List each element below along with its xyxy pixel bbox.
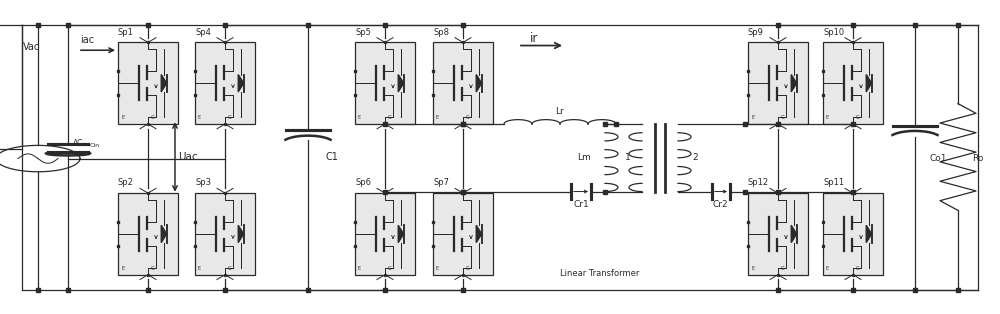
Text: G: G: [856, 115, 860, 120]
Text: E: E: [358, 266, 361, 271]
Bar: [748, 42, 808, 124]
Text: Sp10: Sp10: [823, 28, 844, 37]
Text: Sp6: Sp6: [355, 178, 371, 187]
Bar: [823, 193, 883, 275]
Text: G: G: [856, 266, 860, 271]
Text: C1: C1: [326, 152, 339, 162]
Text: Lr: Lr: [556, 107, 564, 116]
Text: E: E: [826, 115, 829, 120]
Text: Sp1: Sp1: [118, 28, 134, 37]
Text: Co1: Co1: [929, 154, 946, 163]
Text: Sp2: Sp2: [118, 178, 134, 187]
Bar: [748, 193, 808, 275]
Text: Cr2: Cr2: [712, 200, 728, 208]
Text: G: G: [388, 266, 392, 271]
Text: E: E: [358, 115, 361, 120]
Bar: [823, 42, 883, 124]
Text: G: G: [151, 115, 155, 120]
Text: E: E: [198, 115, 201, 120]
Text: G: G: [466, 115, 470, 120]
Text: Cr1: Cr1: [573, 200, 589, 208]
Polygon shape: [238, 225, 244, 243]
Text: Sp12: Sp12: [748, 178, 769, 187]
Text: Uac: Uac: [178, 152, 198, 162]
Polygon shape: [161, 225, 167, 243]
Text: Vac: Vac: [23, 42, 40, 52]
Text: iac: iac: [80, 35, 94, 45]
Bar: [433, 42, 493, 124]
Text: Lm: Lm: [577, 153, 591, 162]
Bar: [195, 42, 255, 124]
Text: E: E: [751, 266, 754, 271]
Text: Sp8: Sp8: [433, 28, 449, 37]
Polygon shape: [398, 74, 404, 92]
Text: Sp11: Sp11: [823, 178, 844, 187]
Text: G: G: [228, 115, 232, 120]
Polygon shape: [866, 225, 872, 243]
Polygon shape: [476, 74, 482, 92]
Bar: [433, 193, 493, 275]
Text: G: G: [228, 266, 232, 271]
Text: G: G: [781, 115, 785, 120]
Bar: [118, 193, 178, 275]
Text: E: E: [436, 266, 439, 271]
Bar: [355, 193, 415, 275]
Text: Sp9: Sp9: [748, 28, 764, 37]
Polygon shape: [791, 74, 797, 92]
Bar: [195, 193, 255, 275]
Polygon shape: [791, 225, 797, 243]
Bar: [118, 42, 178, 124]
Text: E: E: [751, 115, 754, 120]
Text: Sp3: Sp3: [195, 178, 211, 187]
Polygon shape: [238, 74, 244, 92]
Text: E: E: [121, 266, 124, 271]
Text: Ro: Ro: [972, 154, 983, 163]
Text: Cin: Cin: [90, 143, 100, 148]
Text: 1: 1: [625, 153, 631, 162]
Text: G: G: [388, 115, 392, 120]
Polygon shape: [398, 225, 404, 243]
Bar: [355, 42, 415, 124]
Polygon shape: [866, 74, 872, 92]
Text: E: E: [198, 266, 201, 271]
Text: Sp7: Sp7: [433, 178, 449, 187]
Text: G: G: [151, 266, 155, 271]
Text: E: E: [121, 115, 124, 120]
Text: Sp5: Sp5: [355, 28, 371, 37]
Text: E: E: [826, 266, 829, 271]
Polygon shape: [161, 74, 167, 92]
Text: ir: ir: [530, 32, 538, 46]
Polygon shape: [476, 225, 482, 243]
Text: G: G: [466, 266, 470, 271]
Text: Sp4: Sp4: [195, 28, 211, 37]
Text: 2: 2: [692, 153, 698, 162]
Text: Linear Transformer: Linear Transformer: [560, 269, 640, 278]
Text: G: G: [781, 266, 785, 271]
Text: AC: AC: [73, 138, 83, 148]
Text: E: E: [436, 115, 439, 120]
